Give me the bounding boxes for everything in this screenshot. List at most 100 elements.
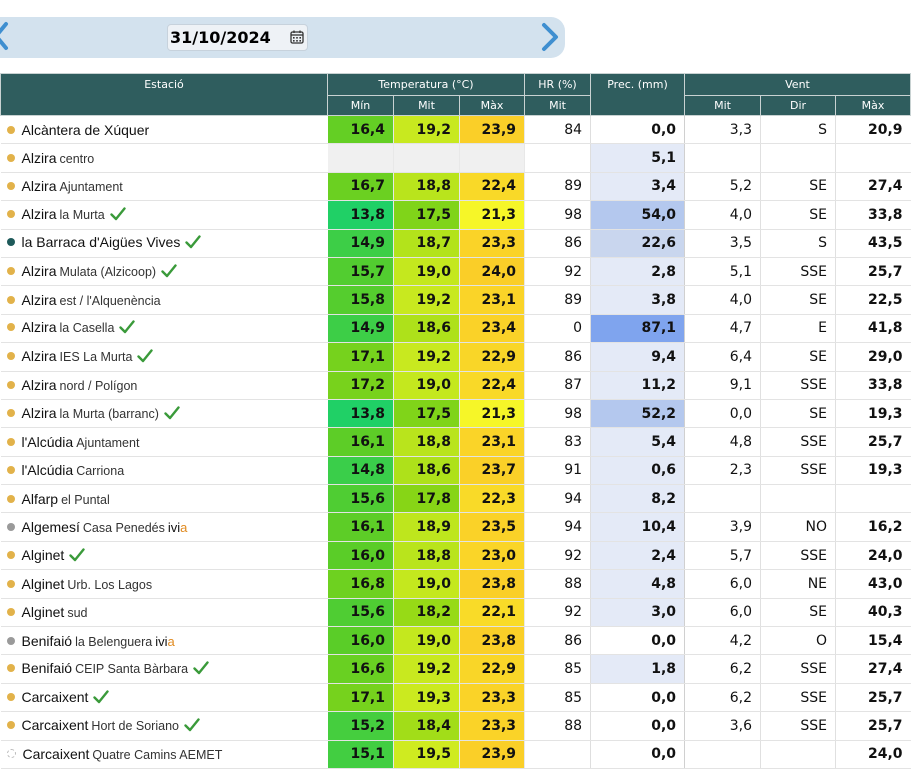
station-row[interactable]: Alcàntera de Xúquer 16,4 19,2 23,9 84 0,0 3,3 S…	[0, 115, 911, 145]
temp-min-header[interactable]: Mín	[327, 95, 394, 116]
station-name[interactable]: Alzira	[21, 150, 57, 167]
station-name-cell[interactable]: Benifaió CEIP Santa Bàrbara	[0, 654, 328, 684]
station-name-cell[interactable]: la Barraca d'Aigües Vives	[0, 229, 328, 258]
station-name[interactable]: Alzira	[21, 292, 57, 309]
precip-cell: 2,4	[590, 541, 686, 571]
station-status-dot-icon	[6, 408, 15, 417]
station-header[interactable]: Estació	[0, 73, 328, 116]
station-name[interactable]: Alcàntera de Xúquer	[21, 121, 150, 138]
station-name-cell[interactable]: Algemesí Casa Penedés ivia	[0, 512, 328, 542]
station-name-cell[interactable]: Alginet Urb. Los Lagos	[0, 569, 328, 599]
station-name-cell[interactable]: Alzira la Murta (barranc)	[0, 399, 328, 429]
station-row[interactable]: Alzira nord / Polígon 17,2 19,0 22,4 87 11,2 9,…	[0, 371, 911, 400]
station-name[interactable]: Benifaió	[21, 632, 73, 649]
station-name-cell[interactable]: Benifaió la Belenguera ivia	[0, 626, 328, 656]
station-name-cell[interactable]: Alfarp el Puntal	[0, 484, 328, 514]
station-name[interactable]: l'Alcúdia	[21, 462, 74, 479]
station-row[interactable]: l'Alcúdia Ajuntament 16,1 18,8 23,1 83 5,4 4,8 S…	[0, 427, 911, 457]
wind-max-cell: 40,3	[835, 598, 911, 628]
station-name-cell[interactable]: Alzira IES La Murta	[0, 342, 328, 372]
humidity-mid-header[interactable]: Mit	[524, 95, 592, 116]
date-value[interactable]: 31/10/2024	[170, 28, 271, 47]
station-row[interactable]: Carcaixent 17,1 19,3 23,3 85 0,0 6,2 SSE 25,7	[0, 683, 911, 713]
station-row[interactable]: Alzira Ajuntament 16,7 18,8 22,4 89 3,4 5,2 SE 27…	[0, 172, 911, 202]
station-row[interactable]: Carcaixent Hort de Soriano 15,2 18,4 23,3 88 0…	[0, 711, 911, 741]
temp-mid-cell: 19,3	[393, 683, 460, 713]
station-name[interactable]: Alzira	[21, 262, 57, 279]
temp-min-cell: 17,1	[327, 683, 394, 713]
station-row[interactable]: Alzira la Casella 14,9 18,6 23,4 0 87,1 4,7 E 41,…	[0, 314, 911, 344]
station-name[interactable]: la Barraca d'Aigües Vives	[21, 234, 181, 251]
station-row[interactable]: Alfarp el Puntal 15,6 17,8 22,3 94 8,2	[0, 484, 911, 514]
station-row[interactable]: Alzira IES La Murta 17,1 19,2 22,9 86 9,4 6,4 SE…	[0, 342, 911, 372]
wind-max-header[interactable]: Màx	[835, 95, 912, 116]
station-name[interactable]: Alzira	[21, 404, 57, 421]
station-name[interactable]: Alzira	[21, 377, 57, 394]
station-row[interactable]: Benifaió la Belenguera ivia 16,0 19,0 23,8 86 0…	[0, 626, 911, 656]
station-row[interactable]: Algemesí Casa Penedés ivia 16,1 18,9 23,5 94 10…	[0, 512, 911, 542]
station-name-cell[interactable]: Alcàntera de Xúquer	[0, 115, 328, 145]
station-row[interactable]: Benifaió CEIP Santa Bàrbara 16,6 19,2 22,9 85…	[0, 654, 911, 684]
station-row[interactable]: Carcaixent Quatre Camins AEMET 15,1 19,5 23,…	[0, 740, 911, 769]
chevron-left-icon[interactable]	[0, 21, 10, 51]
station-name-cell[interactable]: Carcaixent	[0, 683, 328, 713]
station-name-cell[interactable]: Carcaixent Hort de Soriano	[0, 711, 328, 741]
temp-min-cell: 16,7	[327, 172, 394, 202]
station-row[interactable]: la Barraca d'Aigües Vives 14,9 18,7 23,3 86 2…	[0, 229, 911, 258]
station-row[interactable]: Alginet 16,0 18,8 23,0 92 2,4 5,7 SSE 24,0	[0, 541, 911, 571]
station-name-cell[interactable]: Alzira est / l'Alquenència	[0, 285, 328, 315]
station-name[interactable]: Benifaió	[21, 660, 73, 677]
station-location: Ajuntament	[76, 435, 140, 450]
station-row[interactable]: Alginet Urb. Los Lagos 16,8 19,0 23,8 88 4,8 6,…	[0, 569, 911, 599]
precip-cell: 87,1	[590, 314, 686, 344]
station-name-cell[interactable]: Alzira Mulata (Alzicoop)	[0, 257, 328, 287]
station-name[interactable]: Alginet	[21, 546, 65, 563]
station-name-cell[interactable]: l'Alcúdia Ajuntament	[0, 427, 328, 457]
chevron-right-icon[interactable]	[537, 21, 563, 53]
wind-mid-header[interactable]: Mit	[684, 95, 762, 116]
station-name[interactable]: Alzira	[21, 347, 57, 364]
date-picker[interactable]: 31/10/2024	[167, 24, 308, 51]
station-row[interactable]: Alzira la Murta (barranc) 13,8 17,5 21,3 98 52…	[0, 399, 911, 429]
station-name-cell[interactable]: Alginet	[0, 541, 328, 571]
wind-max-cell: 41,8	[835, 314, 911, 344]
station-name-cell[interactable]: Carcaixent Quatre Camins AEMET	[0, 740, 328, 769]
station-name-cell[interactable]: Alzira la Casella	[0, 314, 328, 344]
station-name[interactable]: Alzira	[21, 319, 57, 336]
wind-max-cell: 16,2	[835, 512, 911, 542]
station-row[interactable]: l'Alcúdia Carriona 14,8 18,6 23,7 91 0,6 2,3 SSE…	[0, 456, 911, 486]
station-name-cell[interactable]: Alzira nord / Polígon	[0, 371, 328, 400]
station-name[interactable]: Carcaixent	[22, 746, 90, 763]
station-location: sud	[67, 606, 88, 621]
station-name-cell[interactable]: Alzira Ajuntament	[0, 172, 328, 202]
precip-cell: 3,4	[590, 172, 686, 202]
station-name[interactable]: Algemesí	[21, 519, 80, 536]
wind-dir-header[interactable]: Dir	[760, 95, 837, 116]
station-name-cell[interactable]: l'Alcúdia Carriona	[0, 456, 328, 486]
station-row[interactable]: Alzira Mulata (Alzicoop) 15,7 19,0 24,0 92 2,8…	[0, 257, 911, 287]
wind-dir-cell: SE	[760, 200, 837, 230]
station-name[interactable]: l'Alcúdia	[21, 433, 74, 450]
calendar-icon[interactable]	[290, 30, 304, 44]
station-name[interactable]: Alfarp	[21, 490, 59, 507]
precip-header[interactable]: Prec. (mm)	[590, 73, 686, 116]
precip-cell: 54,0	[590, 200, 686, 230]
station-name[interactable]: Carcaixent	[21, 716, 89, 733]
station-name[interactable]: Alzira	[21, 205, 57, 222]
station-name[interactable]: Carcaixent	[21, 688, 89, 705]
temp-mid-header[interactable]: Mit	[393, 95, 460, 116]
station-row[interactable]: Alzira la Murta 13,8 17,5 21,3 98 54,0 4,0 SE 33,…	[0, 200, 911, 230]
station-name[interactable]: Alginet	[21, 575, 65, 592]
temp-max-header[interactable]: Màx	[458, 95, 526, 116]
station-name[interactable]: Alginet	[21, 604, 65, 621]
station-name-cell[interactable]: Alzira la Murta	[0, 200, 328, 230]
station-row[interactable]: Alginet sud 15,6 18,2 22,1 92 3,0 6,0 SE 40,3	[0, 598, 911, 628]
temperature-header: Temperatura (°C)	[326, 73, 526, 96]
wind-max-cell: 33,8	[835, 200, 911, 230]
station-name-cell[interactable]: Alzira centro	[0, 143, 328, 173]
station-name-cell[interactable]: Alginet sud	[0, 598, 328, 628]
station-row[interactable]: Alzira centro 5,1	[0, 143, 911, 173]
station-name[interactable]: Alzira	[21, 178, 57, 195]
station-row[interactable]: Alzira est / l'Alquenència 15,8 19,2 23,1 89 3…	[0, 285, 911, 315]
precip-cell: 52,2	[590, 399, 686, 429]
